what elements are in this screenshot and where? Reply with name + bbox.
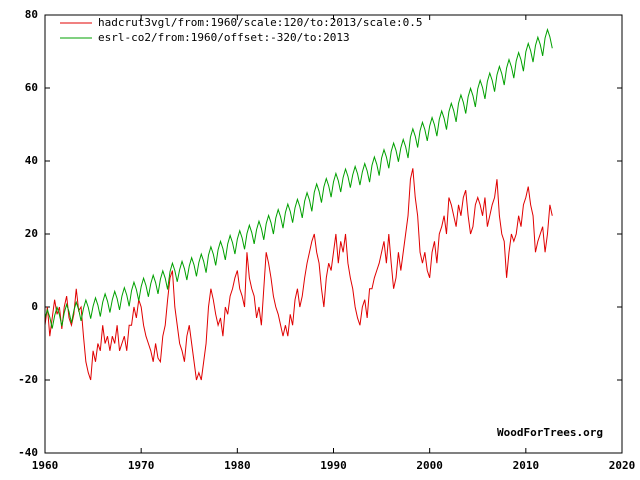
y-tick-label: -20	[18, 373, 38, 386]
y-tick-label: 80	[25, 8, 38, 21]
x-tick-label: 2020	[609, 459, 636, 472]
x-tick-label: 1970	[128, 459, 155, 472]
data-line	[44, 168, 553, 381]
y-tick-label: 60	[25, 81, 38, 94]
plot-frame	[44, 14, 623, 454]
x-tick-label: 2000	[416, 459, 443, 472]
x-tick-label: 1960	[32, 459, 59, 472]
y-tick-label: 20	[25, 227, 38, 240]
y-tick-label: 40	[25, 154, 38, 167]
x-tick-label: 1980	[224, 459, 251, 472]
legend-text: hadcrut3vgl/from:1960/scale:120/to:2013/…	[98, 16, 423, 29]
data-line	[44, 27, 553, 329]
y-tick-label: 0	[31, 300, 38, 313]
y-tick-label: -40	[18, 446, 38, 459]
x-tick-label: 2010	[513, 459, 540, 472]
legend-text: esrl-co2/from:1960/offset:-320/to:2013	[98, 31, 350, 44]
x-tick-label: 1990	[320, 459, 347, 472]
annotation: WoodForTrees.org	[497, 426, 603, 439]
